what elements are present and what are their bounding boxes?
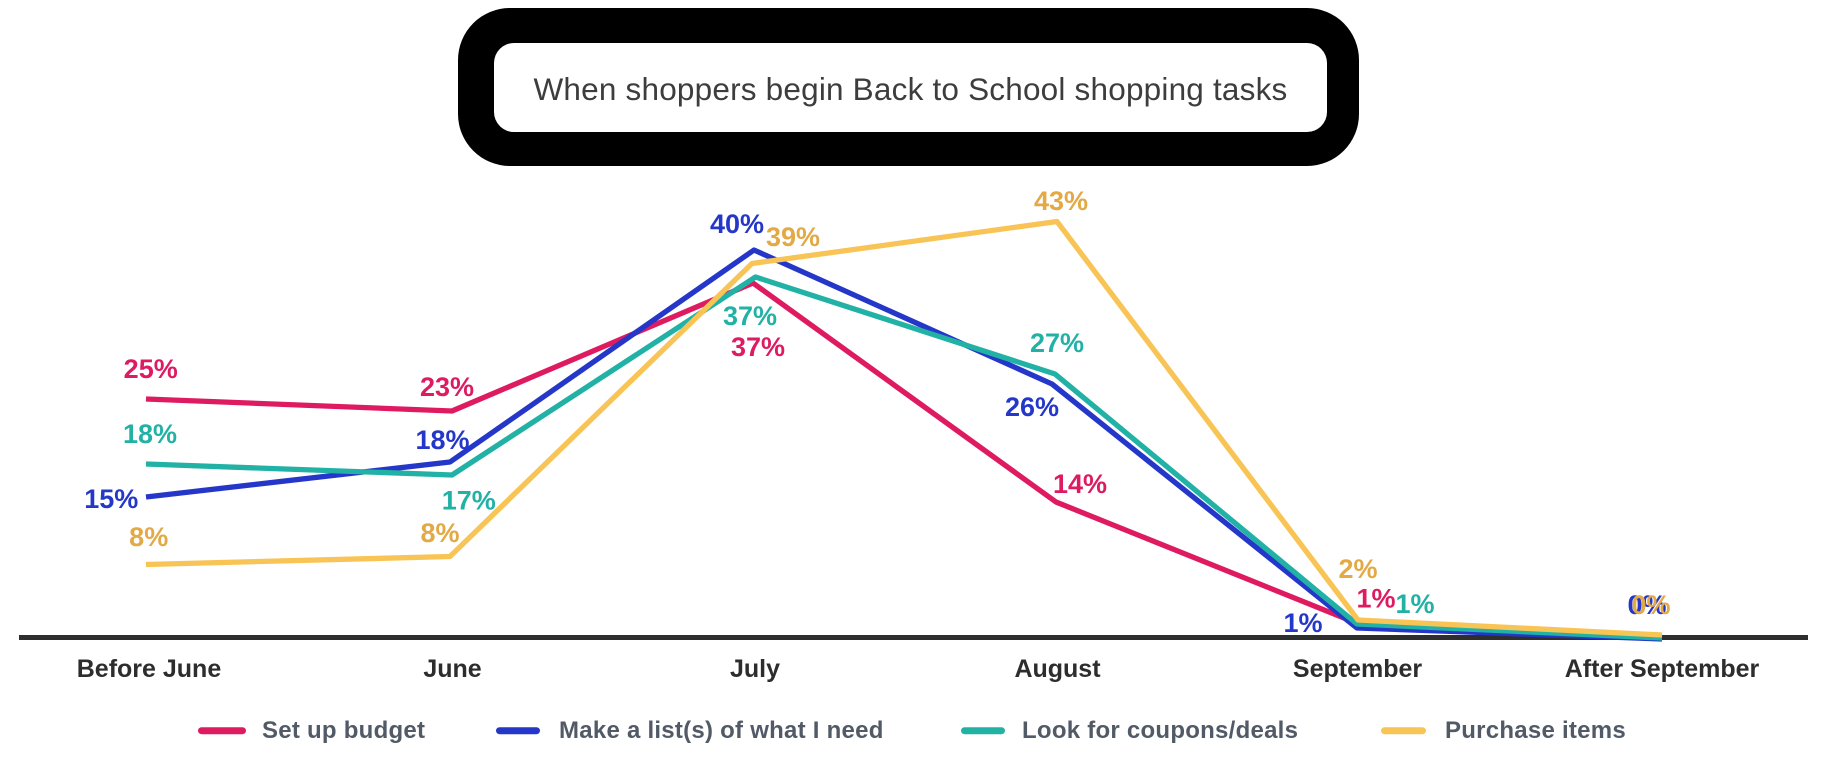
svg-text:8%: 8% — [129, 522, 168, 552]
svg-text:June: June — [423, 655, 481, 683]
svg-text:15%: 15% — [84, 484, 138, 514]
svg-text:14%: 14% — [1053, 469, 1107, 499]
svg-text:37%: 37% — [723, 301, 777, 331]
svg-text:18%: 18% — [415, 425, 469, 455]
svg-text:August: August — [1014, 655, 1101, 683]
svg-text:0%: 0% — [1627, 590, 1666, 620]
svg-text:0%: 0% — [1631, 590, 1670, 620]
svg-text:1%: 1% — [1395, 589, 1434, 619]
svg-text:Before June: Before June — [77, 655, 222, 683]
svg-text:July: July — [730, 655, 780, 683]
svg-text:8%: 8% — [420, 518, 459, 548]
svg-text:After September: After September — [1565, 655, 1760, 683]
svg-text:43%: 43% — [1034, 186, 1088, 216]
svg-text:17%: 17% — [442, 486, 496, 516]
svg-text:37%: 37% — [731, 332, 785, 362]
svg-text:2%: 2% — [1338, 554, 1377, 584]
svg-text:Purchase items: Purchase items — [1445, 717, 1626, 744]
svg-text:Set up budget: Set up budget — [262, 717, 425, 744]
svg-text:September: September — [1293, 655, 1422, 683]
svg-text:Look for coupons/deals: Look for coupons/deals — [1022, 717, 1298, 744]
svg-text:27%: 27% — [1030, 328, 1084, 358]
svg-text:25%: 25% — [124, 354, 178, 384]
svg-text:18%: 18% — [123, 419, 177, 449]
svg-text:26%: 26% — [1005, 392, 1059, 422]
svg-text:Make a list(s) of what I need: Make a list(s) of what I need — [559, 717, 884, 744]
svg-text:1%: 1% — [1283, 608, 1322, 638]
svg-text:23%: 23% — [420, 372, 474, 402]
svg-text:1%: 1% — [1356, 584, 1395, 614]
svg-text:39%: 39% — [766, 222, 820, 252]
svg-text:40%: 40% — [710, 209, 764, 239]
